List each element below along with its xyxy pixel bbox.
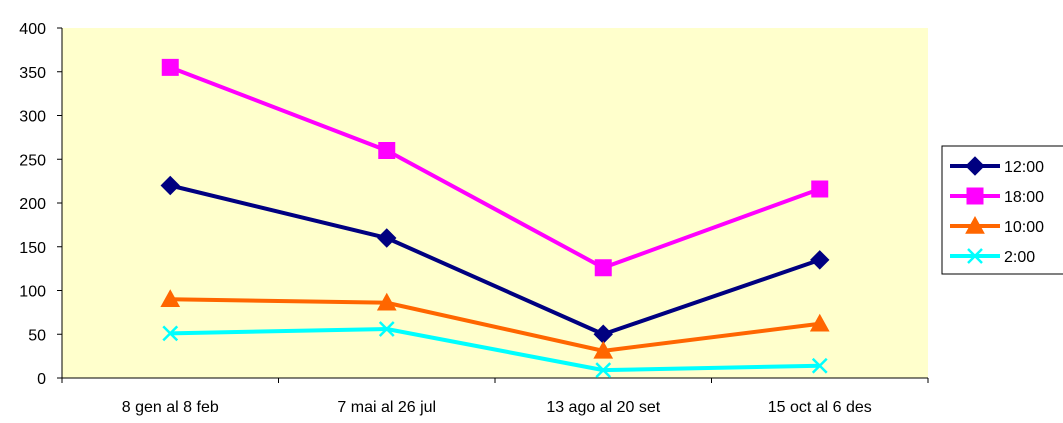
series-group <box>160 58 830 379</box>
y-tick-label: 350 <box>19 65 46 82</box>
x-marker-stroke <box>595 362 612 379</box>
y-axis: 0 50 100 150 200 250 300 350 400 <box>19 21 62 388</box>
data-point <box>376 292 397 311</box>
legend: 12:00 18:00 10:00 2:00 <box>941 145 1063 275</box>
data-point <box>809 313 830 332</box>
series-line <box>169 65 821 270</box>
y-tick-label: 250 <box>19 152 46 169</box>
y-tick-label: 0 <box>37 371 46 388</box>
legend-label: 10:00 <box>1004 219 1044 236</box>
data-point <box>162 325 179 342</box>
x-marker-stroke <box>378 321 395 337</box>
data-point <box>378 142 396 159</box>
legend-marker <box>966 187 984 205</box>
data-point <box>160 175 180 196</box>
y-tick-label: 300 <box>19 109 46 126</box>
data-point <box>160 289 181 307</box>
data-point <box>594 259 612 277</box>
x-tick-label: 13 ago al 20 set <box>546 399 660 416</box>
data-point <box>811 357 828 374</box>
x-tick-label: 15 oct al 6 des <box>768 399 872 416</box>
y-tick-label: 100 <box>19 284 46 301</box>
data-point <box>810 250 830 270</box>
legend-label: 18:00 <box>1004 189 1044 206</box>
y-tick-label: 50 <box>28 327 46 344</box>
data-point <box>161 58 179 76</box>
x-marker-stroke <box>967 248 983 264</box>
legend-marker <box>965 215 985 234</box>
series-line <box>170 327 820 373</box>
data-point <box>595 362 612 379</box>
y-tick-label: 200 <box>19 196 46 213</box>
x-marker-stroke <box>162 325 179 342</box>
series-line <box>170 297 820 353</box>
y-tick-label: 400 <box>19 21 46 38</box>
data-point <box>811 180 829 198</box>
legend-label: 2:00 <box>1004 249 1035 266</box>
x-axis: 8 gen al 8 feb 7 mai al 26 jul 13 ago al 2… <box>61 378 929 416</box>
data-point <box>378 321 395 337</box>
y-tick-label: 150 <box>19 240 46 257</box>
legend-marker <box>965 156 985 176</box>
legend-marker <box>967 248 983 264</box>
legend-label: 12:00 <box>1004 159 1044 176</box>
series-line <box>169 183 821 337</box>
data-point <box>593 340 614 359</box>
data-point <box>377 228 397 248</box>
x-tick-label: 7 mai al 26 jul <box>337 399 436 416</box>
x-marker-stroke <box>811 357 828 374</box>
x-tick-label: 8 gen al 8 feb <box>122 399 219 416</box>
